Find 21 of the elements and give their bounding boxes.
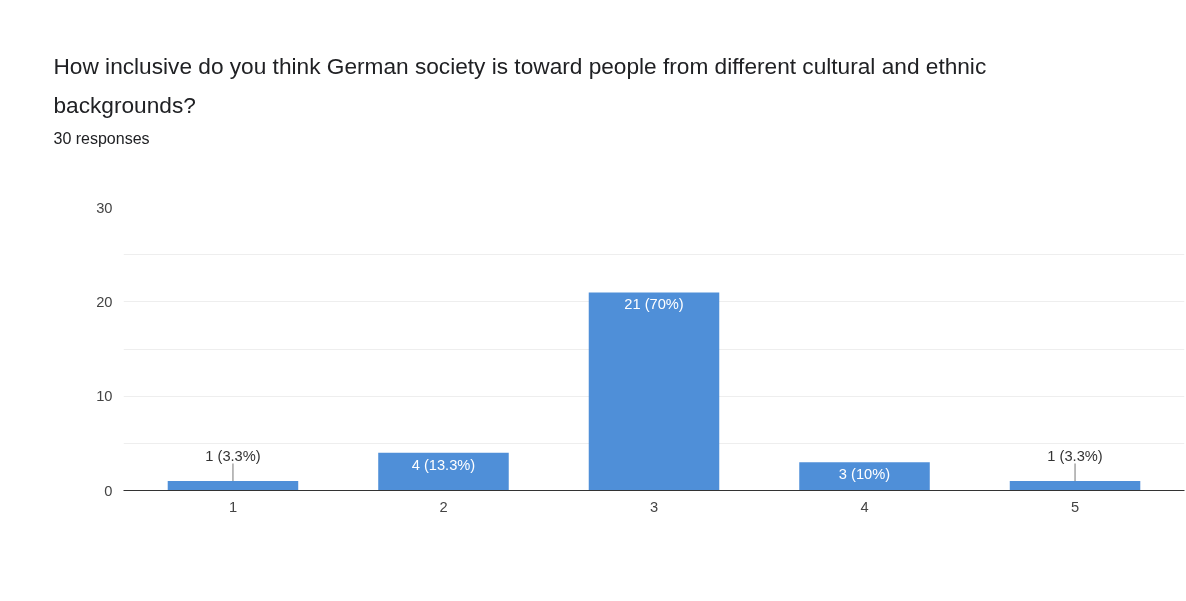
x-tick-label: 4	[860, 498, 869, 515]
data-label: 4 (13.3%)	[411, 456, 476, 473]
x-tick-label: 5	[1070, 498, 1080, 515]
y-tick-label: 0	[104, 482, 113, 499]
bar	[1009, 481, 1141, 491]
x-tick-label: 2	[439, 498, 448, 515]
data-label: 1 (3.3%)	[205, 447, 261, 464]
bar	[588, 292, 720, 491]
bar	[167, 481, 299, 491]
y-tick-label: 20	[96, 293, 113, 310]
y-tick-label: 30	[96, 199, 113, 216]
chart-title: How inclusive do you think German society is toward people from different cultural and ethnic backgrounds?	[53, 52, 987, 118]
bar	[378, 452, 509, 491]
data-label: 3 (10%)	[838, 466, 891, 483]
y-tick-label: 10	[96, 388, 113, 405]
data-label: 1 (3.3%)	[1047, 447, 1103, 464]
chart-subtitle: 30 responses	[53, 129, 150, 147]
x-tick-label: 1	[228, 498, 238, 515]
bar	[799, 462, 930, 491]
data-label: 21 (70%)	[624, 296, 684, 313]
x-tick-label: 3	[649, 498, 659, 515]
